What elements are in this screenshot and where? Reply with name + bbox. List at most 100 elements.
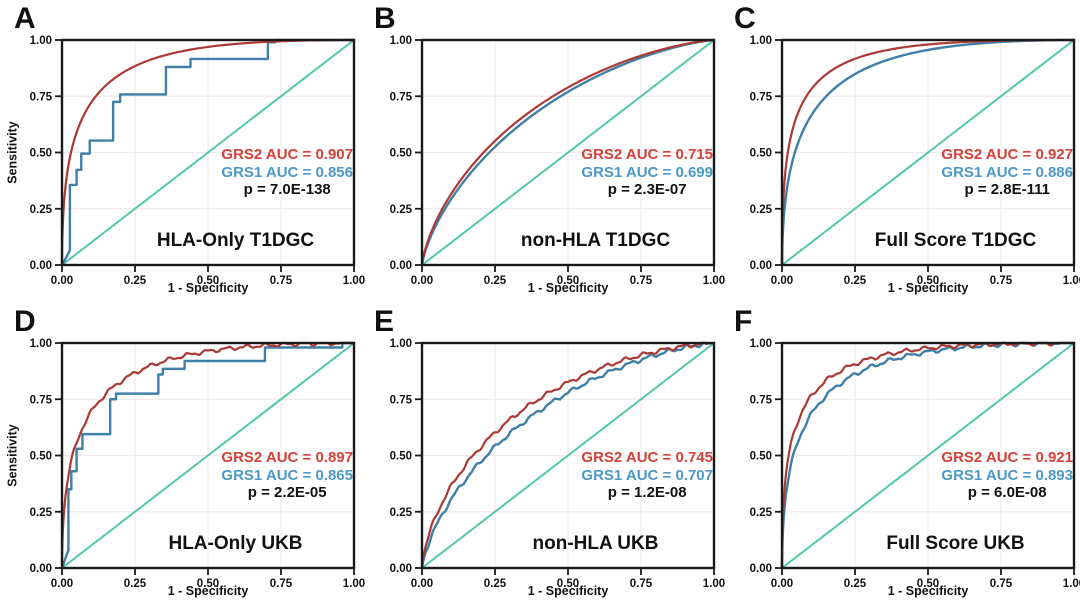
p-value-text: p = 6.0E-08 — [967, 484, 1047, 501]
auc-annotation: GRS2 AUC = 0.897 GRS1 AUC = 0.865 p = 2.… — [221, 449, 353, 502]
auc-annotation: GRS2 AUC = 0.907 GRS1 AUC = 0.856 p = 7.… — [221, 146, 353, 199]
y-axis-label: Sensitivity — [5, 424, 20, 487]
svg-text:0.75: 0.75 — [990, 578, 1013, 590]
svg-text:1.00: 1.00 — [343, 275, 365, 287]
roc-plot: 0.00 0.25 0.50 0.75 1.00 0.00 0.25 0.50 0.75 1.00 — [750, 338, 1080, 590]
grs2-curve — [420, 38, 716, 267]
y-axis-label — [366, 53, 383, 253]
grs1-auc-text: GRS1 AUC = 0.886 — [941, 163, 1073, 181]
svg-text:0.25: 0.25 — [484, 275, 507, 287]
svg-text:0.50: 0.50 — [390, 451, 412, 463]
panel-title: non-HLA UKB — [532, 533, 659, 554]
auc-annotation: GRS2 AUC = 0.921 GRS1 AUC = 0.893 p = 6.… — [941, 449, 1073, 502]
svg-text:0.75: 0.75 — [750, 394, 773, 406]
auc-annotation: GRS2 AUC = 0.745 GRS1 AUC = 0.707 p = 1.… — [581, 449, 713, 502]
roc-plot: 0.00 0.25 0.50 0.75 1.00 0.00 0.25 0.50 0.75 1.00 — [30, 338, 366, 590]
svg-text:0.50: 0.50 — [750, 451, 772, 463]
panel-title: Full Score T1DGC — [874, 230, 1037, 251]
svg-text:0.25: 0.25 — [30, 204, 53, 216]
panel-letter: C — [734, 2, 757, 35]
svg-text:0.50: 0.50 — [557, 578, 579, 590]
grs2-auc-text: GRS2 AUC = 0.897 — [221, 449, 353, 466]
svg-text:0.50: 0.50 — [390, 148, 412, 160]
panel-d: D Sensitivity 0.00 0.25 0.50 0.75 1.00 0.00 0.… — [0, 303, 366, 606]
panel-letter: D — [14, 305, 37, 338]
svg-text:1.00: 1.00 — [703, 275, 725, 287]
p-value-text: p = 2.2E-05 — [247, 484, 327, 501]
panel-letter: F — [734, 305, 753, 338]
x-axis-label: 1 - Specificity — [887, 584, 969, 598]
svg-text:0.25: 0.25 — [124, 275, 147, 287]
svg-text:1.00: 1.00 — [703, 578, 725, 590]
svg-text:1.00: 1.00 — [750, 338, 772, 350]
grs1-auc-text: GRS1 AUC = 0.707 — [581, 466, 713, 484]
grs1-curve — [60, 341, 356, 570]
p-value-text: p = 1.2E-08 — [607, 484, 687, 501]
panel-title: non-HLA T1DGC — [520, 230, 671, 251]
svg-text:0.00: 0.00 — [771, 578, 793, 590]
svg-text:0.50: 0.50 — [917, 578, 939, 590]
chance-diagonal-line — [421, 342, 715, 569]
svg-text:0.25: 0.25 — [30, 507, 53, 519]
auc-annotation: GRS2 AUC = 0.715 GRS1 AUC = 0.699 p = 2.… — [581, 146, 713, 199]
panel-letter: A — [14, 2, 37, 35]
svg-text:0.75: 0.75 — [30, 91, 53, 103]
svg-text:0.50: 0.50 — [750, 148, 772, 160]
panel-a: A Sensitivity 0.00 0.25 0.50 0.75 1.00 0.00 0.… — [0, 0, 366, 303]
panel-b: B 0.00 0.25 0.50 0.75 1.00 0.00 0.25 0.50 0.75 1.… — [360, 0, 726, 303]
grs2-curve — [420, 341, 716, 570]
chance-diagonal-line — [421, 39, 715, 266]
chance-diagonal-line — [781, 39, 1075, 266]
svg-text:0.00: 0.00 — [411, 275, 433, 287]
panel-letter: E — [374, 305, 395, 338]
p-value-text: p = 7.0E-138 — [243, 181, 331, 198]
panel-title: Full Score UKB — [886, 533, 1025, 554]
p-value-text: p = 2.8E-111 — [964, 181, 1050, 198]
grs2-auc-text: GRS2 AUC = 0.715 — [581, 146, 713, 163]
svg-text:0.25: 0.25 — [750, 507, 773, 519]
chance-diagonal-line — [781, 342, 1075, 569]
x-axis-label: 1 - Specificity — [527, 281, 609, 295]
chance-diagonal-line — [61, 342, 355, 569]
roc-plot: 0.00 0.25 0.50 0.75 1.00 0.00 0.25 0.50 0.75 1.00 — [390, 35, 726, 287]
p-value-text: p = 2.3E-07 — [607, 181, 687, 198]
svg-text:0.25: 0.25 — [390, 507, 413, 519]
svg-text:0.50: 0.50 — [197, 578, 219, 590]
svg-text:1.00: 1.00 — [343, 578, 365, 590]
grs2-auc-text: GRS2 AUC = 0.921 — [941, 449, 1073, 466]
svg-text:1.00: 1.00 — [390, 35, 412, 47]
svg-text:0.00: 0.00 — [390, 260, 412, 272]
svg-text:0.75: 0.75 — [630, 578, 653, 590]
grs2-auc-text: GRS2 AUC = 0.927 — [941, 146, 1073, 163]
svg-text:0.25: 0.25 — [484, 578, 507, 590]
svg-text:1.00: 1.00 — [750, 35, 772, 47]
svg-text:0.75: 0.75 — [750, 91, 773, 103]
svg-text:0.00: 0.00 — [30, 563, 52, 575]
svg-text:0.75: 0.75 — [270, 578, 293, 590]
svg-text:0.75: 0.75 — [390, 394, 413, 406]
panel-c: C 0.00 0.25 0.50 0.75 1.00 0.00 0.25 0.50 0.75 1.… — [720, 0, 1080, 303]
x-axis-label: 1 - Specificity — [167, 584, 249, 598]
panel-letter: B — [374, 2, 397, 35]
y-axis-label — [726, 356, 743, 556]
y-axis-label — [726, 53, 743, 253]
y-axis-label — [366, 356, 383, 556]
svg-text:0.75: 0.75 — [30, 394, 53, 406]
auc-annotation: GRS2 AUC = 0.927 GRS1 AUC = 0.886 p = 2.… — [941, 146, 1073, 199]
svg-text:0.00: 0.00 — [51, 275, 73, 287]
x-axis-label: 1 - Specificity — [887, 281, 969, 295]
chance-diagonal-line — [61, 39, 355, 266]
panel-title: HLA-Only UKB — [168, 533, 303, 554]
grs1-auc-text: GRS1 AUC = 0.856 — [221, 163, 353, 181]
y-axis-label: Sensitivity — [5, 121, 20, 184]
grs1-auc-text: GRS1 AUC = 0.893 — [941, 466, 1073, 484]
svg-text:0.00: 0.00 — [771, 275, 793, 287]
svg-text:1.00: 1.00 — [390, 338, 412, 350]
grs2-auc-text: GRS2 AUC = 0.907 — [221, 146, 353, 163]
roc-plot: 0.00 0.25 0.50 0.75 1.00 0.00 0.25 0.50 0.75 1.00 — [390, 338, 726, 590]
svg-text:1.00: 1.00 — [1063, 275, 1080, 287]
panel-f: F 0.00 0.25 0.50 0.75 1.00 0.00 0.25 0.50 0.75 1.… — [720, 303, 1080, 606]
grs1-auc-text: GRS1 AUC = 0.865 — [221, 466, 353, 484]
svg-text:0.50: 0.50 — [557, 275, 579, 287]
